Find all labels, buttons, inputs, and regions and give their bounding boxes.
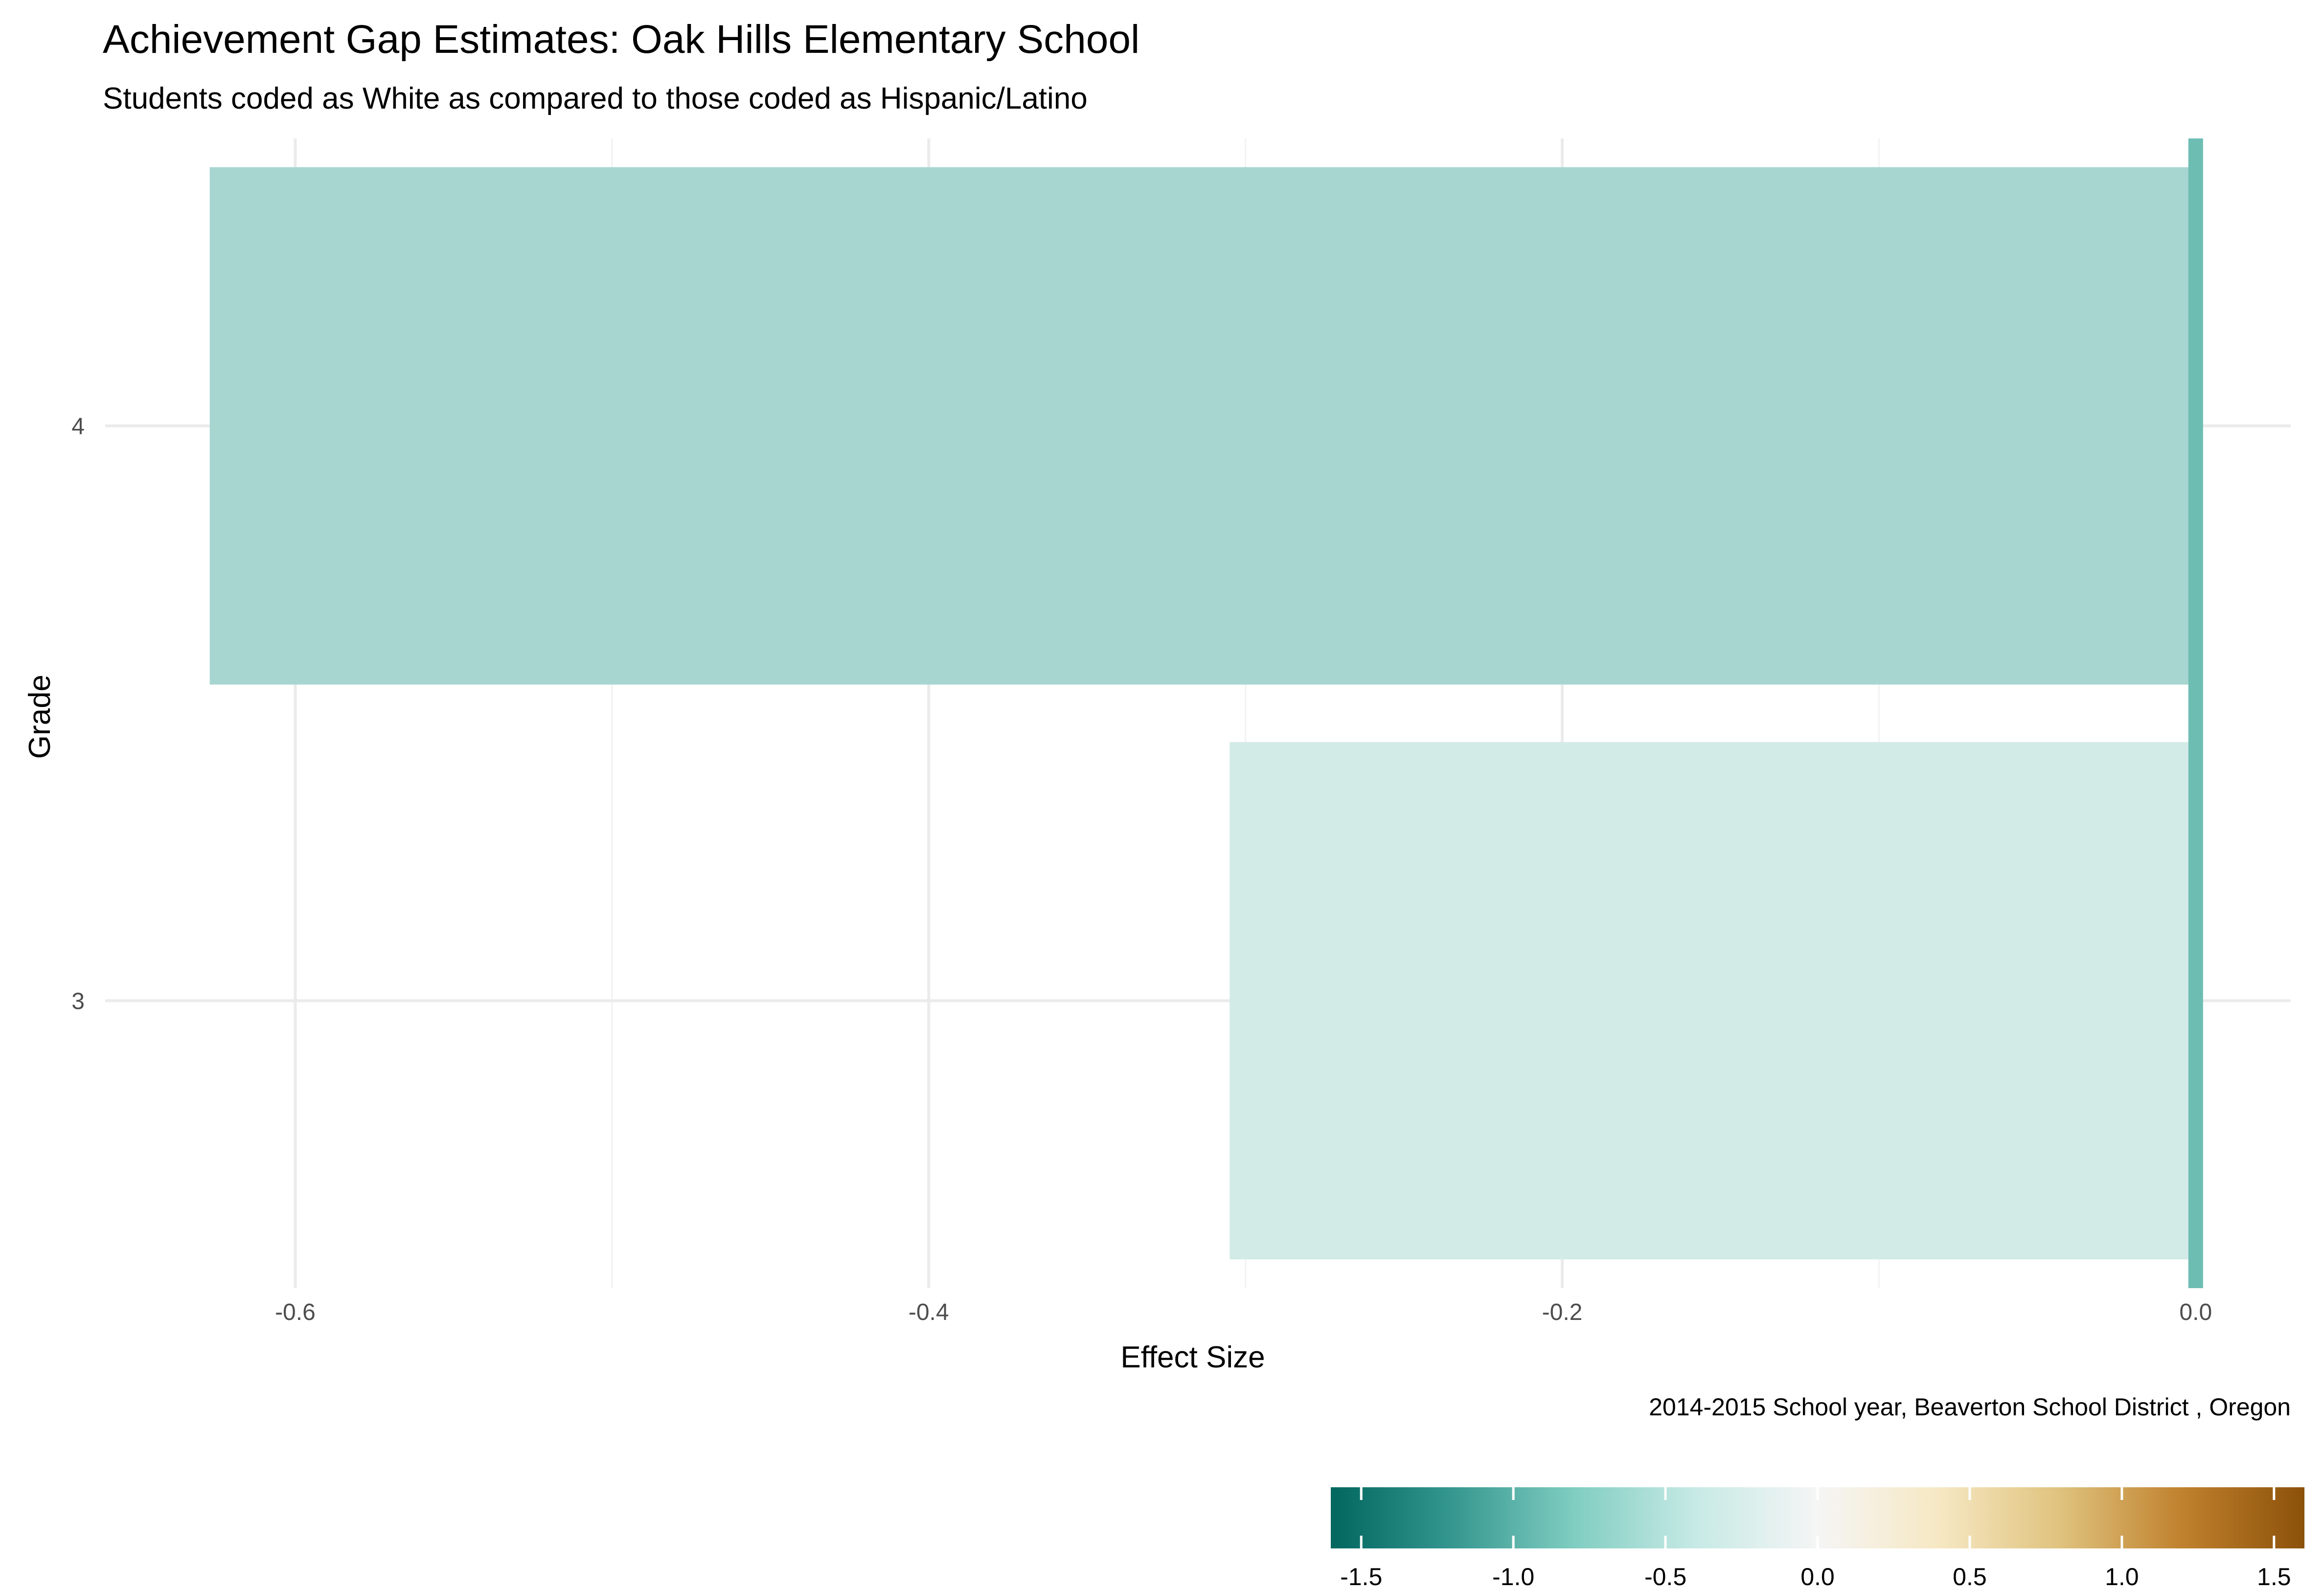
chart-caption: 2014-2015 School year, Beaverton School …: [1649, 1393, 2291, 1421]
colorbar-tick-label: 0.0: [1800, 1563, 1835, 1590]
zero-reference-line: [2188, 138, 2203, 1288]
chart-title: Achievement Gap Estimates: Oak Hills Ele…: [103, 17, 1139, 62]
y-axis-title: Grade: [23, 675, 57, 759]
plot-area: -0.6 -0.4 -0.2 0.0 3 4: [71, 138, 2291, 1325]
y-tick-label: 4: [71, 414, 85, 440]
x-tick-label: 0.0: [2179, 1299, 2212, 1325]
colorbar-tick-label: -0.5: [1644, 1563, 1686, 1590]
y-tick-label: 3: [71, 989, 85, 1015]
colorbar-tick-label: -1.5: [1340, 1563, 1382, 1590]
bar-grade-4: [209, 167, 2196, 685]
x-tick-label: -0.6: [275, 1299, 316, 1325]
colorbar-legend: -1.5 -1.0 -0.5 0.0 0.5 1.0 1.5: [1331, 1487, 2304, 1590]
colorbar-tick-label: 1.5: [2257, 1563, 2291, 1590]
x-tick-label: -0.2: [1542, 1299, 1583, 1325]
colorbar-tick-label: -1.0: [1492, 1563, 1534, 1590]
colorbar-tick-label: 1.0: [2105, 1563, 2139, 1590]
colorbar-tick-label: 0.5: [1953, 1563, 1987, 1590]
x-tick-label: -0.4: [909, 1299, 949, 1325]
x-axis-title: Effect Size: [1120, 1340, 1265, 1374]
bar-grade-3: [1230, 742, 2196, 1260]
chart-subtitle: Students coded as White as compared to t…: [103, 82, 1088, 115]
